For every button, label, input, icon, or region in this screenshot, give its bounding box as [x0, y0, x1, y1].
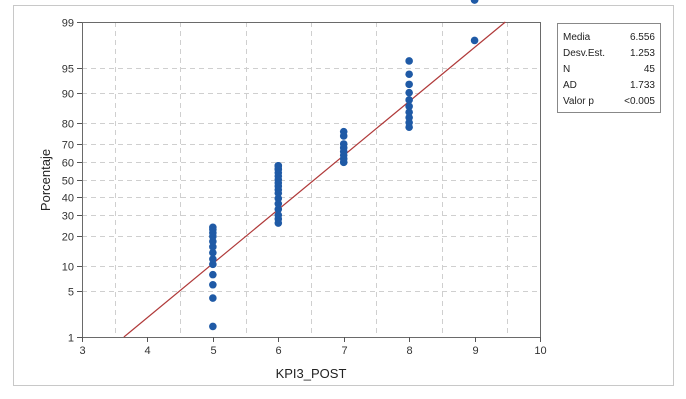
- data-point: [405, 70, 413, 79]
- x-tick-label: 5: [210, 345, 216, 357]
- x-tick-label: 10: [534, 345, 546, 357]
- stats-label: Media: [563, 32, 591, 43]
- y-tick-label: 90: [62, 89, 74, 101]
- data-point: [274, 211, 283, 219]
- y-tick-label: 10: [62, 262, 74, 274]
- data-point: [274, 194, 283, 203]
- data-point: [209, 322, 217, 331]
- data-point: [209, 255, 217, 263]
- fit-line: [123, 21, 506, 338]
- point-layer: [209, 0, 479, 331]
- data-point: [339, 140, 348, 148]
- fit-layer: [123, 21, 506, 338]
- y-axis-label: Porcentaje: [38, 149, 53, 211]
- y-tick-label: 1: [68, 333, 74, 345]
- stats-label: Desv.Est.: [563, 48, 605, 59]
- data-point: [470, 0, 479, 4]
- grid-layer: [82, 22, 540, 337]
- x-tick-label: 4: [144, 345, 150, 357]
- stats-value: 1.733: [630, 80, 655, 91]
- x-tick-label: 8: [406, 345, 412, 357]
- data-point: [209, 280, 217, 289]
- stats-label: AD: [563, 80, 577, 91]
- data-point: [405, 57, 413, 65]
- y-tick-label: 70: [62, 140, 74, 152]
- data-point: [405, 96, 413, 104]
- data-point: [274, 162, 283, 170]
- data-point: [274, 199, 283, 208]
- y-tick-label: 40: [62, 193, 74, 205]
- data-point: [209, 260, 217, 269]
- stats-label: N: [563, 64, 570, 75]
- y-tick-label: 95: [62, 64, 74, 76]
- x-tick-label: 3: [79, 345, 85, 357]
- x-tick-label: 9: [472, 345, 478, 357]
- data-point: [405, 102, 413, 111]
- y-tick-label: 30: [62, 211, 74, 223]
- stats-box: Media 6.556 Desv.Est. 1.253 N 45 AD 1.733 Valor …: [557, 23, 661, 113]
- data-point: [209, 223, 217, 232]
- data-point: [405, 113, 413, 122]
- data-point: [405, 108, 413, 116]
- x-tick-label: 6: [275, 345, 281, 357]
- data-point: [470, 36, 479, 45]
- data-point: [405, 88, 413, 97]
- y-tick-label: 80: [62, 119, 74, 131]
- y-tick-label: 60: [62, 158, 74, 170]
- data-point: [274, 205, 283, 214]
- stats-value: 6.556: [630, 32, 655, 43]
- stats-value: 1.253: [630, 48, 655, 59]
- stats-label: Valor p: [563, 96, 594, 107]
- y-tick-label: 99: [62, 18, 74, 30]
- x-axis-label: KPI3_POST: [276, 366, 347, 381]
- stats-value: <0.005: [624, 96, 655, 107]
- stats-value: 45: [644, 64, 656, 75]
- y-tick-label: 50: [62, 176, 74, 188]
- data-point: [339, 127, 348, 136]
- data-point: [209, 243, 217, 251]
- data-point: [209, 270, 217, 279]
- data-point: [405, 80, 413, 89]
- data-point: [209, 248, 217, 257]
- x-tick-label: 7: [341, 345, 347, 357]
- data-point: [209, 294, 217, 302]
- plot-area: [82, 22, 541, 338]
- tick-layer: 3 4 5 6 7 8 9 10 1 5 10 20 30 40 50 60 70 80 90 95 99: [62, 18, 547, 358]
- stats-box-frame: [557, 23, 661, 113]
- y-tick-label: 5: [68, 287, 74, 299]
- y-tick-label: 20: [62, 232, 74, 244]
